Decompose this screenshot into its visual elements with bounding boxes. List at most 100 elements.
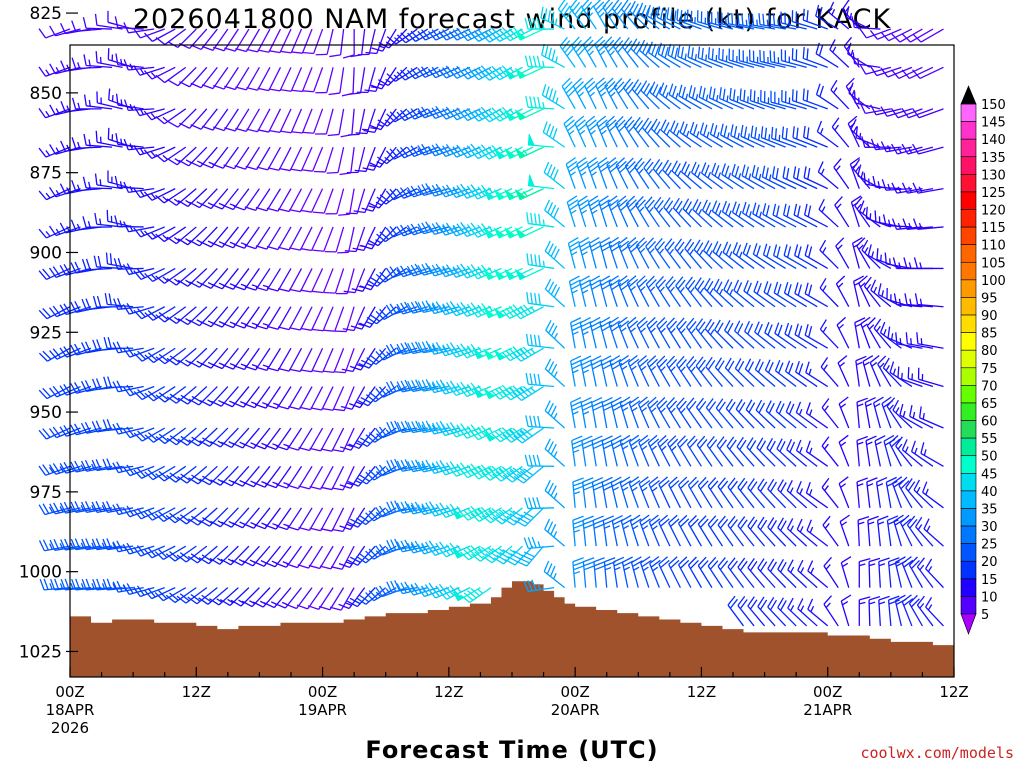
wind-barb [828, 1, 850, 30]
wind-barb [785, 401, 808, 429]
wind-barb [866, 317, 881, 349]
chart-title: 2026041800 NAM forecast wind profile (kt… [133, 4, 892, 35]
wind-barb [794, 323, 818, 349]
wind-barb [257, 108, 282, 133]
colorbar-swatch [960, 191, 977, 210]
wind-barb [144, 385, 176, 402]
wind-barb [339, 465, 366, 489]
wind-barb [908, 556, 923, 588]
colorbar-swatch [960, 244, 977, 263]
wind-barb [154, 507, 187, 523]
wind-barb [50, 578, 81, 591]
wind-barb [257, 28, 282, 53]
wind-barb [657, 435, 671, 467]
wind-barb [213, 66, 239, 90]
wind-barb [502, 465, 534, 483]
wind-barb [711, 162, 734, 190]
wind-barb [895, 332, 923, 349]
wind-barb [369, 146, 397, 168]
wind-barb [738, 49, 765, 68]
colorbar-swatch [960, 560, 977, 580]
wind-barb [417, 28, 450, 41]
wind-barb [201, 108, 229, 131]
wind-barb [755, 399, 776, 429]
wind-barb [107, 170, 134, 190]
wind-barb [525, 96, 555, 110]
wind-barb [580, 396, 594, 429]
wind-barb [451, 507, 481, 520]
wind-barb [727, 12, 755, 30]
wind-barb [912, 28, 944, 43]
wind-barb [817, 161, 839, 190]
wind-barb [711, 200, 734, 228]
wind-barb [572, 77, 587, 110]
wind-barb [524, 55, 555, 68]
wind-barb [71, 20, 102, 32]
wind-barb [782, 166, 807, 190]
wind-barb [805, 402, 829, 429]
wind-barb [590, 355, 603, 387]
wind-barb [543, 161, 566, 190]
wind-barb [245, 146, 271, 171]
wind-barb [891, 182, 923, 194]
wind-barb [244, 306, 271, 330]
wind-barb [747, 516, 766, 547]
colorbar-swatch [960, 367, 977, 386]
wind-barb [115, 53, 144, 68]
wind-barb [594, 36, 608, 68]
wind-barb [320, 427, 345, 452]
wind-barb [647, 434, 660, 467]
wind-barb [233, 268, 260, 291]
wind-barb [133, 187, 165, 199]
wind-barb [654, 237, 671, 269]
wind-barb [524, 17, 555, 30]
wind-barb [768, 13, 797, 30]
wind-barb [618, 354, 631, 387]
wind-barb [49, 502, 81, 515]
wind-barb [544, 400, 566, 429]
wind-barb [144, 267, 176, 282]
wind-barb [767, 558, 787, 589]
wind-barb [854, 317, 866, 349]
wind-barb [696, 10, 723, 30]
wind-barb [728, 48, 755, 68]
wind-barb [91, 538, 123, 551]
wind-barb [648, 476, 660, 509]
wind-barb [133, 507, 165, 520]
wind-barb [165, 587, 197, 604]
wind-barb [626, 275, 639, 308]
wind-barb [804, 282, 829, 308]
wind-barb [899, 403, 923, 429]
wind-barb [821, 477, 839, 509]
wind-barb [353, 188, 376, 214]
wind-barb [483, 427, 513, 442]
wind-barb [676, 317, 692, 349]
wind-barb [544, 518, 566, 547]
colorbar-swatch [960, 420, 977, 439]
wind-barb [677, 514, 692, 547]
wind-barb [287, 427, 313, 451]
wind-barb [470, 425, 502, 441]
wind-barb [94, 173, 123, 190]
wind-barb [783, 244, 807, 269]
wind-barb [890, 108, 923, 119]
wind-barb [166, 267, 197, 286]
wind-barb [542, 121, 565, 148]
wind-barb [582, 477, 595, 508]
wind-barb [792, 126, 818, 148]
wind-barb [863, 276, 881, 308]
wind-barb [626, 237, 640, 269]
wind-barb [746, 437, 766, 467]
wind-barb [795, 360, 818, 388]
wind-barb [460, 545, 492, 561]
wind-barb [838, 434, 850, 467]
wind-barb [302, 108, 324, 134]
wind-barb [289, 268, 313, 293]
wind-barb [329, 28, 345, 58]
wind-barb [759, 49, 786, 68]
wind-barb [233, 226, 260, 249]
wind-barb [717, 477, 734, 509]
wind-barb [144, 226, 176, 240]
wind-barb [115, 93, 144, 110]
wind-barb [123, 221, 155, 233]
